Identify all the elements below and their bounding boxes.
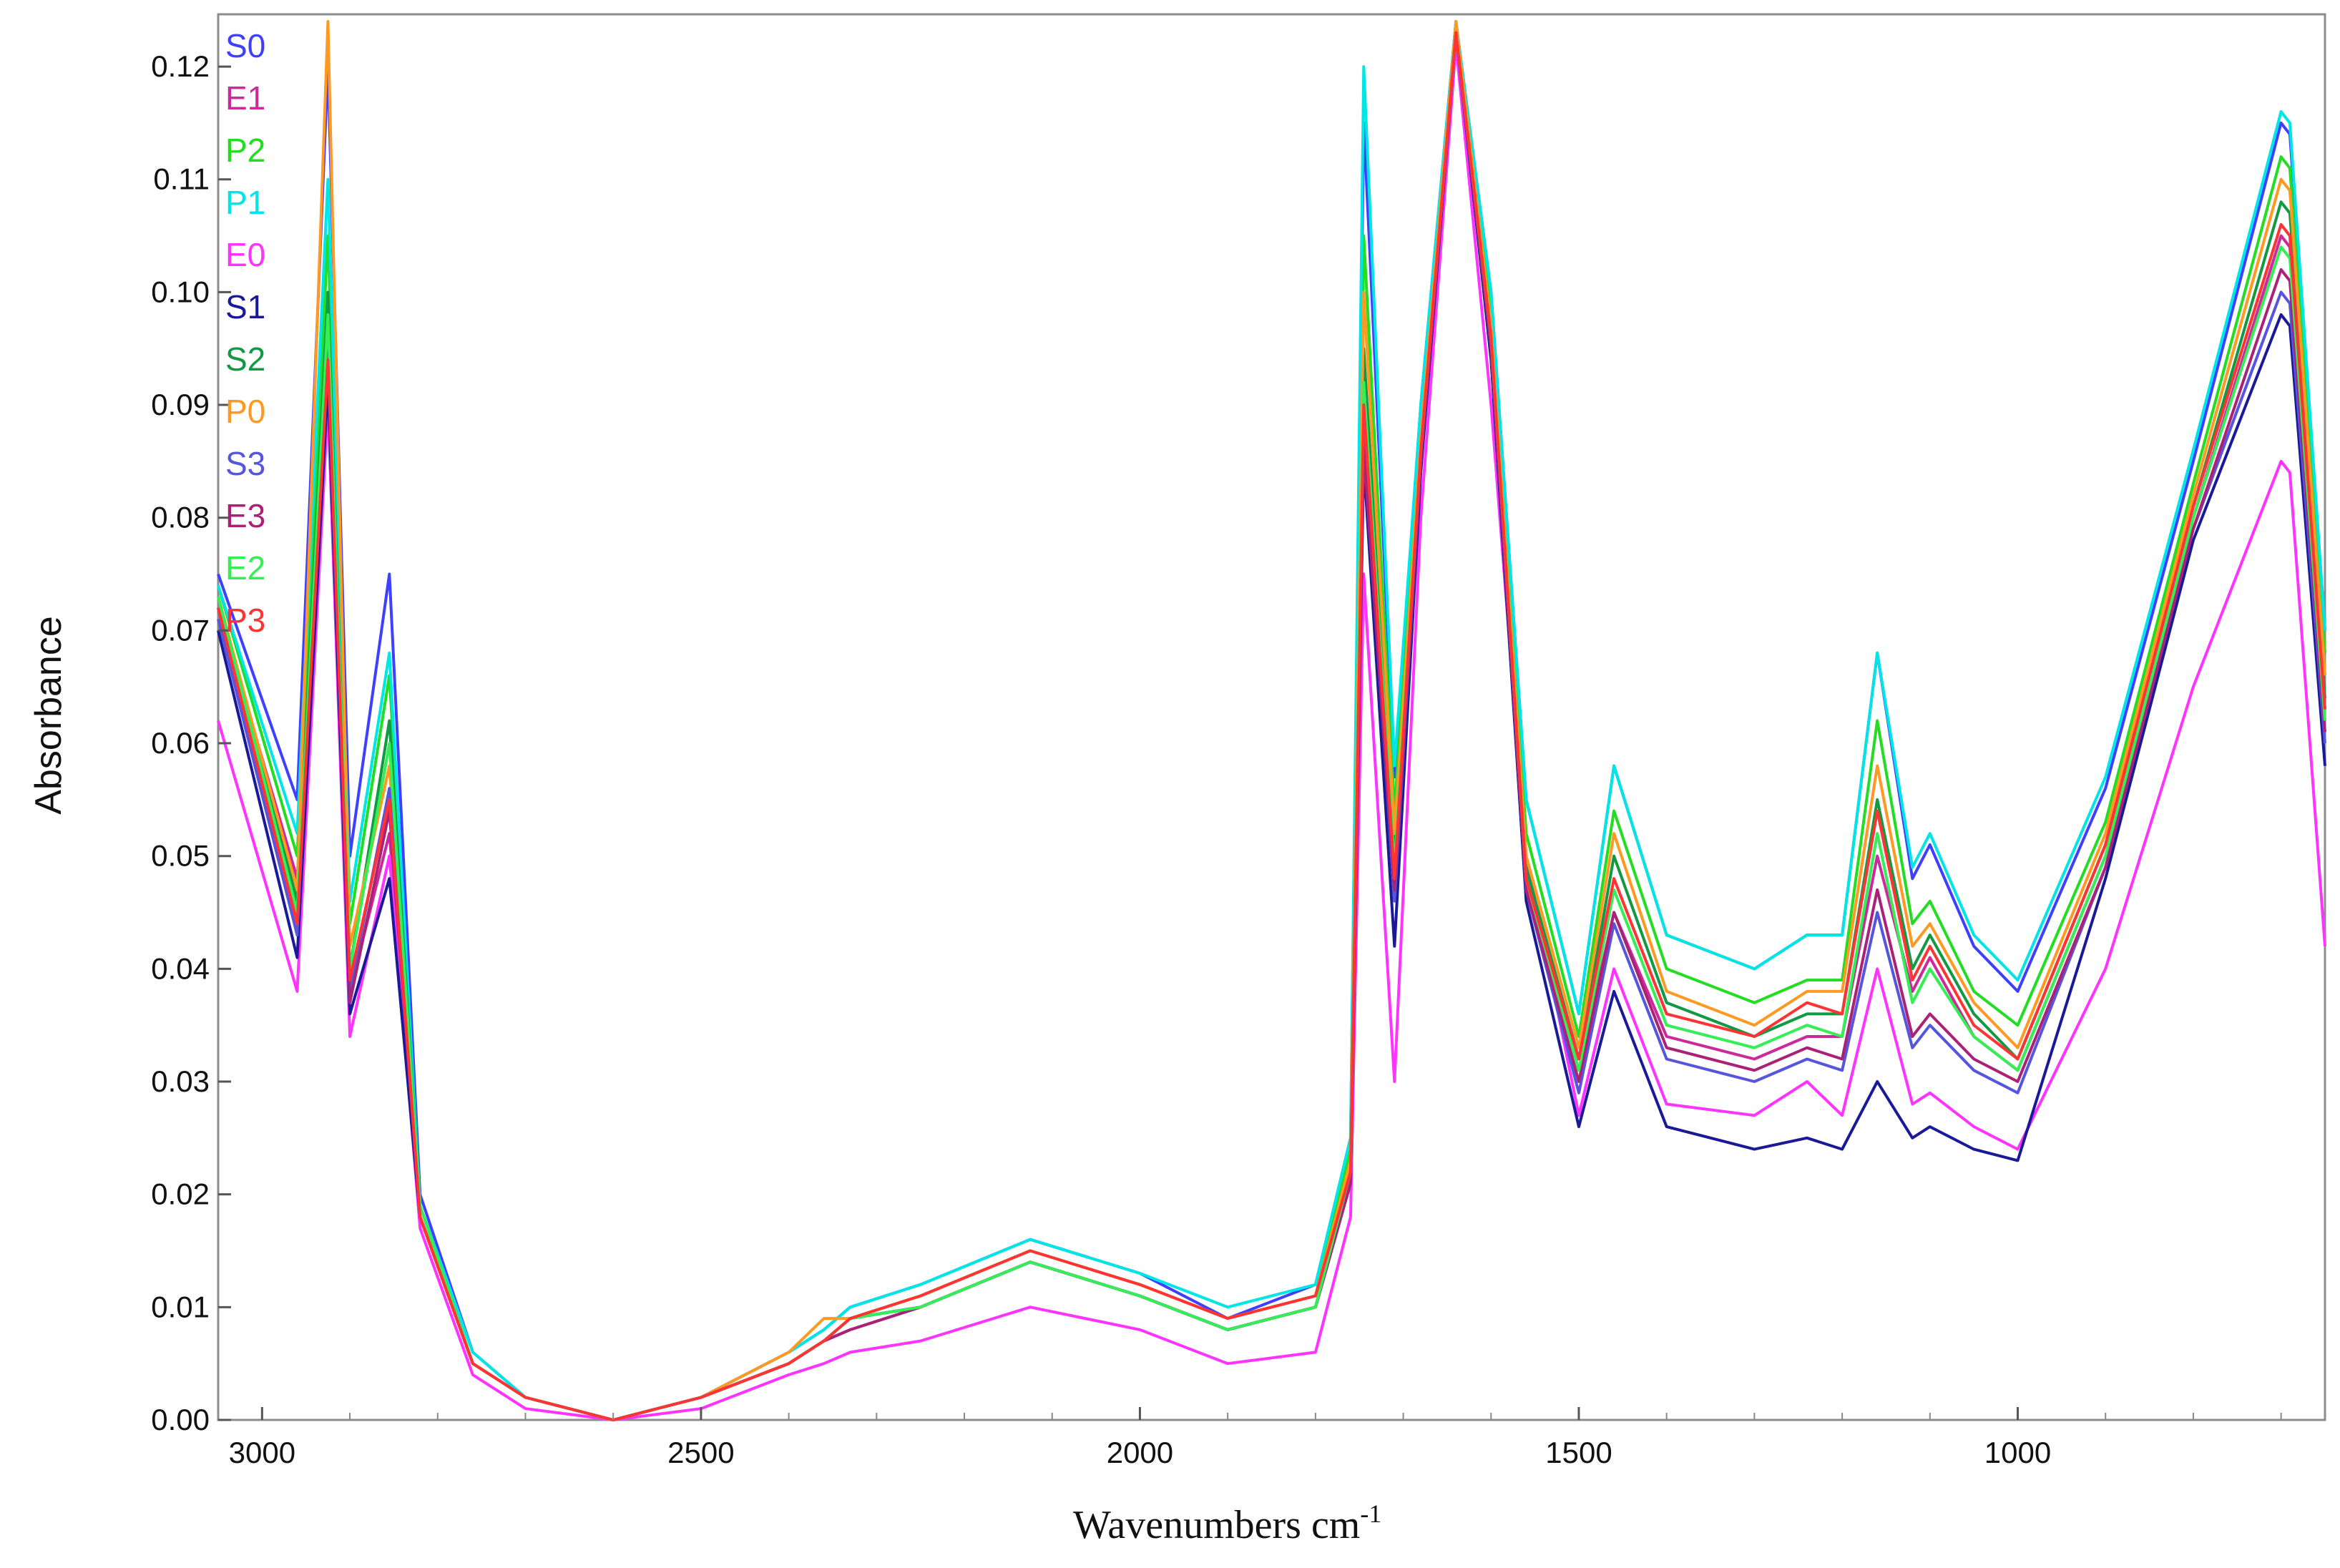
x-tick-label: 1500	[1545, 1436, 1612, 1469]
legend-entry-e0: E0	[225, 236, 265, 273]
legend-entry-s2: S2	[225, 340, 265, 378]
y-tick-label: 0.05	[151, 839, 210, 873]
y-tick-label: 0.03	[151, 1064, 210, 1098]
legend-entry-p2: P2	[225, 132, 265, 169]
legend-entry-s1: S1	[225, 288, 265, 325]
legend-entry-s0: S0	[225, 27, 265, 64]
legend-entry-s3: S3	[225, 445, 265, 482]
legend-entry-p0: P0	[225, 393, 265, 430]
y-tick-label: 0.00	[151, 1403, 210, 1436]
x-tick-label: 2000	[1107, 1436, 1173, 1469]
y-tick-label: 0.02	[151, 1177, 210, 1211]
series-line-e0	[217, 42, 2326, 1421]
y-tick-label: 0.06	[151, 726, 210, 760]
y-tick-label: 0.07	[151, 613, 210, 647]
y-tick-label: 0.11	[153, 162, 210, 196]
y-tick-label: 0.01	[151, 1290, 210, 1323]
y-tick-label: 0.08	[151, 501, 210, 534]
y-axis: 0.00 0.01 0.02 0.03 0.04 0.05 0.06 0.07 0.08 0.09…	[151, 49, 231, 1436]
x-axis-title-superscript: -1	[1360, 1499, 1381, 1528]
series-line-p3	[217, 31, 2326, 1421]
x-tick-label: 1000	[1984, 1436, 2051, 1469]
y-tick-label: 0.04	[151, 951, 210, 985]
y-tick-label: 0.10	[151, 275, 210, 308]
legend-entry-e2: E2	[225, 549, 265, 587]
series-layer	[217, 20, 2326, 1421]
legend-entry-p1: P1	[225, 184, 265, 221]
x-axis: 3000 2500 2000 1500 1000	[229, 1407, 2282, 1469]
series-line-p1	[217, 20, 2326, 1421]
y-axis-title: Absorbance	[28, 616, 69, 815]
y-tick-label: 0.12	[151, 49, 210, 83]
x-tick-label: 2500	[667, 1436, 734, 1469]
y-tick-label: 0.09	[151, 388, 210, 421]
legend-entry-p3: P3	[225, 602, 265, 639]
legend-entry-e1: E1	[225, 79, 265, 117]
legend-entry-e3: E3	[225, 497, 265, 534]
x-axis-title-text: Wavenumbers cm	[1073, 1503, 1360, 1547]
x-axis-title: Wavenumbers cm-1	[1073, 1499, 1381, 1547]
legend: S0 E1 P2 P1 E0 S1 S2 P0 S3 E3 E2 P3	[225, 27, 265, 639]
x-tick-label: 3000	[229, 1436, 295, 1469]
